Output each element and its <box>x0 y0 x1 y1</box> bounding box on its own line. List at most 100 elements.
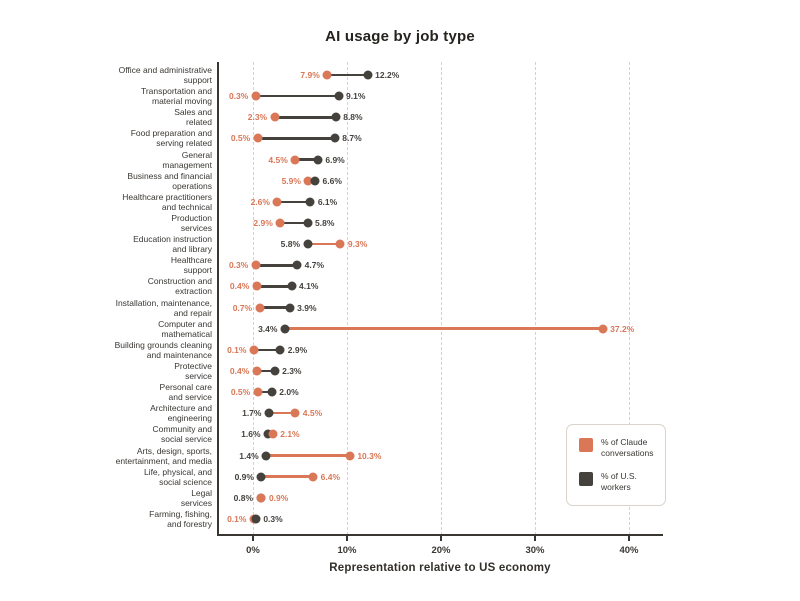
workers-value-label: 9.1% <box>346 91 366 102</box>
workers-value-label: 4.7% <box>304 260 325 271</box>
claude-dot <box>303 176 313 186</box>
claude-dot <box>345 451 355 461</box>
connector-line <box>284 327 603 330</box>
claude-dot <box>255 303 265 313</box>
workers-value-label: 0.9% <box>234 471 254 482</box>
connector-line <box>280 221 308 225</box>
category-label: Computer and mathematical <box>158 318 212 339</box>
workers-dot <box>313 155 323 165</box>
connector-line <box>327 73 368 77</box>
category-label: General management <box>162 149 212 170</box>
claude-value-label: 9.3% <box>347 239 368 250</box>
x-tick-label: 0% <box>246 545 260 556</box>
y-axis-line <box>217 62 219 535</box>
category-label: Building grounds cleaning and maintenanc… <box>114 339 212 360</box>
x-axis-tick <box>628 535 630 541</box>
claude-value-label: 0.1% <box>227 344 247 355</box>
workers-dot <box>251 514 261 524</box>
workers-value-label: 0.8% <box>233 492 254 503</box>
workers-dot <box>303 239 313 249</box>
category-label: Transportation and material moving <box>140 86 212 107</box>
claude-value-label: 5.9% <box>281 175 301 186</box>
workers-dot <box>303 218 313 228</box>
workers-value-label: 2.9% <box>287 344 308 355</box>
connector-line <box>274 116 336 119</box>
plot-area: 0% 10% 20% 30% 40% Office and administrative … <box>115 62 663 556</box>
workers-dot <box>305 197 315 207</box>
workers-dot <box>363 70 373 80</box>
workers-dot <box>285 303 295 313</box>
claude-dot <box>253 133 263 143</box>
workers-value-label: 8.8% <box>343 112 363 123</box>
claude-value-label: 4.5% <box>302 408 323 419</box>
claude-dot <box>290 155 300 165</box>
category-label: Sales and related <box>174 107 212 128</box>
claude-value-label: 2.3% <box>247 112 268 123</box>
workers-value-label: 4.1% <box>299 281 319 292</box>
connector-line <box>307 242 341 246</box>
claude-value-label: 6.4% <box>320 471 341 482</box>
gridline <box>346 62 348 535</box>
claude-value-label: 10.3% <box>357 450 382 461</box>
gridline <box>628 62 630 535</box>
category-label: Business and financial operations <box>127 170 212 191</box>
legend: % of Claude conversations % of U.S. work… <box>566 424 667 506</box>
claude-value-label: 0.3% <box>228 260 249 271</box>
x-tick-label: 10% <box>337 545 357 556</box>
category-label: Construction and extraction <box>147 276 212 297</box>
connector-line <box>255 264 298 267</box>
workers-dot <box>280 324 290 334</box>
workers-value-label: 0.3% <box>263 513 283 524</box>
workers-value-label: 1.7% <box>242 408 262 419</box>
connector-line <box>266 454 350 457</box>
workers-dot <box>270 366 280 376</box>
workers-dot <box>256 472 266 482</box>
x-axis-tick <box>252 535 254 541</box>
workers-dot <box>267 387 277 397</box>
claude-dot <box>253 387 263 397</box>
category-label: Installation, maintenance, and repair <box>115 297 212 318</box>
claude-dot <box>251 260 261 270</box>
gridline <box>252 62 254 535</box>
workers-value-label: 1.6% <box>241 429 261 440</box>
x-axis-tick <box>440 535 442 541</box>
workers-dot <box>334 91 344 101</box>
category-label: Healthcare support <box>170 255 212 276</box>
workers-dot <box>310 176 320 186</box>
category-label: Education instruction and library <box>133 234 212 255</box>
category-label: Community and social service <box>152 424 212 445</box>
x-tick-label: 40% <box>619 545 639 556</box>
claude-value-label: 2.1% <box>280 429 300 440</box>
claude-value-label: 7.9% <box>300 70 320 80</box>
category-label: Personal care and service <box>159 382 212 403</box>
claude-value-label: 4.5% <box>268 154 288 165</box>
workers-dot <box>287 281 297 291</box>
gridline <box>534 62 536 535</box>
claude-value-label: 0.4% <box>229 365 250 376</box>
claude-value-label: 0.5% <box>230 387 251 398</box>
category-label: Food preparation and serving related <box>130 128 212 149</box>
claude-value-label: 0.4% <box>229 281 250 292</box>
claude-value-label: 0.5% <box>230 133 251 144</box>
claude-dot <box>256 493 266 503</box>
workers-value-label: 5.8% <box>280 239 301 250</box>
connector-line <box>295 158 318 161</box>
category-label: Protective service <box>174 360 212 381</box>
workers-dot <box>330 133 340 143</box>
claude-value-label: 0.9% <box>268 492 289 503</box>
legend-label-claude: % of Claude conversations <box>601 437 654 458</box>
category-label: Legal services <box>180 487 212 508</box>
workers-value-label: 8.7% <box>342 133 362 144</box>
claude-dot <box>270 112 280 122</box>
workers-dot <box>331 112 341 122</box>
claude-value-label: 2.9% <box>253 217 273 228</box>
category-label: Arts, design, sports, entertainment, and… <box>115 445 212 466</box>
claude-dot <box>308 472 318 482</box>
gridline <box>440 62 442 535</box>
workers-dot <box>263 429 273 439</box>
workers-value-label: 6.9% <box>325 154 345 165</box>
claude-dot <box>290 408 300 418</box>
legend-item-workers: % of U.S. workers <box>579 471 653 493</box>
connector-line <box>257 137 335 140</box>
claude-value-label: 0.3% <box>228 91 249 102</box>
